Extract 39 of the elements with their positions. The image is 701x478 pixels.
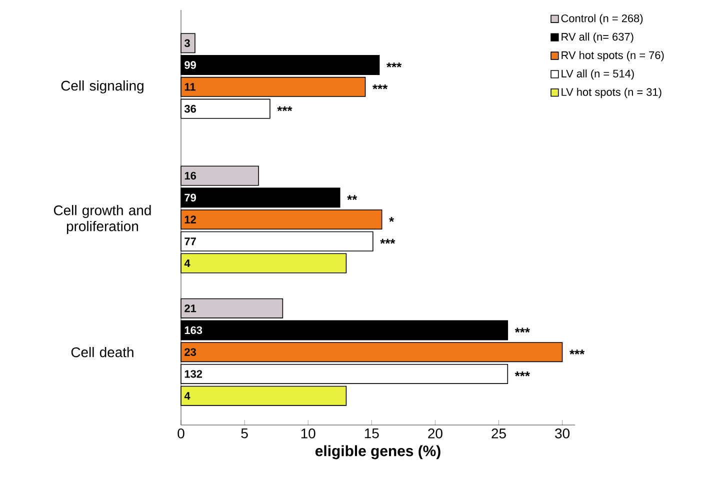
legend-label: Control (n = 268) — [561, 14, 643, 24]
annotation: *** — [372, 84, 388, 90]
x-axis-title: eligible genes (%) — [315, 445, 440, 460]
annotation: 99 — [184, 61, 196, 69]
annotation: 36 — [184, 104, 196, 113]
x-tick-label: 10 — [301, 428, 316, 438]
annotation: 21 — [184, 304, 196, 312]
legend-label: RV all (n= 637) — [562, 32, 634, 43]
x-tick-label: 5 — [241, 428, 248, 438]
annotation: *** — [570, 350, 585, 354]
x-tick-label: 25 — [492, 428, 506, 438]
annotation: 163 — [184, 326, 202, 334]
annotation: *** — [514, 372, 530, 376]
annotation: 12 — [184, 216, 196, 224]
annotation: 132 — [184, 370, 202, 378]
annotation: 79 — [184, 194, 196, 202]
annotation: *** — [277, 106, 292, 112]
x-tick-label: 30 — [555, 428, 570, 438]
x-tick-label: 15 — [364, 428, 379, 438]
annotation: 11 — [184, 83, 196, 91]
x-tick-label: 20 — [428, 428, 442, 438]
legend-label: RV hot spots (n = 76) — [562, 51, 664, 62]
annotation: 4 — [184, 392, 190, 400]
y-tick-label: Cell growth and proliferation — [54, 205, 151, 234]
annotation: * — [389, 217, 394, 222]
annotation: *** — [514, 328, 530, 333]
annotation: 77 — [184, 238, 196, 246]
y-tick-label: Cell death — [71, 346, 134, 358]
x-tick-label: 0 — [178, 428, 184, 438]
annotation: 23 — [184, 348, 196, 356]
y-tick-label: Cell signaling — [61, 80, 144, 94]
legend-label: LV hot spots (n = 31) — [562, 88, 662, 98]
annotation: 16 — [184, 172, 196, 180]
annotation: ** — [347, 195, 358, 200]
annotation: *** — [386, 62, 402, 68]
legend-label: LV all (n = 514) — [562, 69, 634, 80]
annotation: 4 — [184, 259, 190, 268]
annotation: 3 — [184, 39, 190, 48]
annotation: *** — [380, 238, 396, 244]
